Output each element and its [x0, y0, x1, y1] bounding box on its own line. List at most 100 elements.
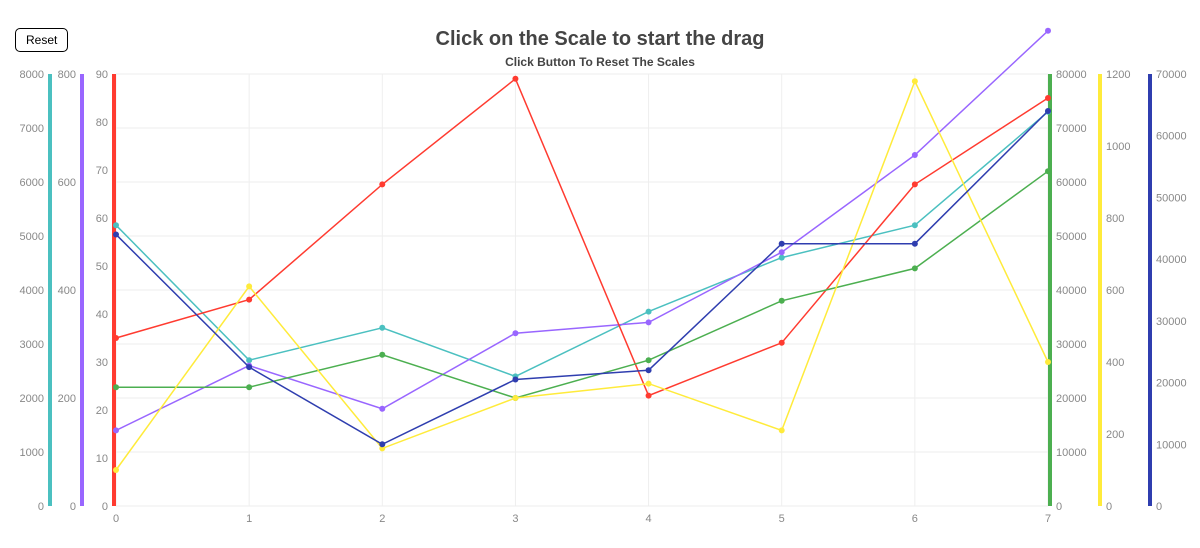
- svg-text:800: 800: [58, 69, 76, 81]
- point[interactable]: [912, 241, 918, 247]
- svg-text:40000: 40000: [1056, 285, 1087, 297]
- svg-text:30000: 30000: [1156, 316, 1187, 328]
- svg-text:4: 4: [646, 513, 652, 525]
- point[interactable]: [246, 384, 252, 390]
- svg-text:8000: 8000: [20, 69, 44, 81]
- svg-text:0: 0: [1056, 501, 1062, 513]
- point[interactable]: [912, 222, 918, 228]
- svg-text:90: 90: [96, 69, 108, 81]
- svg-text:5: 5: [779, 513, 785, 525]
- svg-text:30000: 30000: [1056, 339, 1087, 351]
- svg-text:0: 0: [1106, 501, 1112, 513]
- svg-text:20: 20: [96, 405, 108, 417]
- svg-text:0: 0: [1156, 501, 1162, 513]
- point[interactable]: [379, 325, 385, 331]
- svg-text:600: 600: [1106, 285, 1124, 297]
- svg-text:800: 800: [1106, 213, 1124, 225]
- point[interactable]: [113, 427, 119, 433]
- svg-text:40: 40: [96, 309, 108, 321]
- point[interactable]: [246, 364, 252, 370]
- svg-text:70000: 70000: [1156, 69, 1187, 81]
- point[interactable]: [646, 393, 652, 399]
- point[interactable]: [113, 467, 119, 473]
- svg-text:1200: 1200: [1106, 69, 1130, 81]
- point[interactable]: [512, 376, 518, 382]
- point[interactable]: [646, 381, 652, 387]
- point[interactable]: [379, 352, 385, 358]
- svg-text:1000: 1000: [1106, 141, 1130, 153]
- point[interactable]: [1045, 359, 1051, 365]
- series-yellow: [116, 81, 1048, 470]
- svg-text:0: 0: [102, 501, 108, 513]
- point[interactable]: [1045, 95, 1051, 101]
- svg-text:60000: 60000: [1156, 131, 1187, 143]
- svg-text:400: 400: [58, 285, 76, 297]
- svg-text:3000: 3000: [20, 339, 44, 351]
- point[interactable]: [646, 319, 652, 325]
- point[interactable]: [1045, 168, 1051, 174]
- point[interactable]: [646, 357, 652, 363]
- svg-text:10000: 10000: [1156, 439, 1187, 451]
- point[interactable]: [512, 330, 518, 336]
- svg-text:1: 1: [246, 513, 252, 525]
- point[interactable]: [912, 152, 918, 158]
- point[interactable]: [779, 298, 785, 304]
- svg-text:20000: 20000: [1156, 378, 1187, 390]
- point[interactable]: [779, 340, 785, 346]
- point[interactable]: [1045, 28, 1051, 34]
- svg-text:200: 200: [58, 393, 76, 405]
- svg-text:0: 0: [70, 501, 76, 513]
- point[interactable]: [113, 335, 119, 341]
- svg-text:3: 3: [512, 513, 518, 525]
- svg-text:6: 6: [912, 513, 918, 525]
- point[interactable]: [779, 427, 785, 433]
- svg-text:0: 0: [113, 513, 119, 525]
- chart-container: { "title": "Click on the Scale to start …: [0, 0, 1200, 548]
- svg-text:200: 200: [1106, 429, 1124, 441]
- svg-text:70000: 70000: [1056, 123, 1087, 135]
- svg-text:80: 80: [96, 117, 108, 129]
- series-navy: [116, 111, 1048, 444]
- point[interactable]: [646, 309, 652, 315]
- svg-text:60: 60: [96, 213, 108, 225]
- svg-text:20000: 20000: [1056, 393, 1087, 405]
- svg-text:4000: 4000: [20, 285, 44, 297]
- point[interactable]: [912, 78, 918, 84]
- point[interactable]: [646, 367, 652, 373]
- point[interactable]: [113, 384, 119, 390]
- svg-text:50000: 50000: [1156, 192, 1187, 204]
- svg-text:1000: 1000: [20, 447, 44, 459]
- point[interactable]: [246, 297, 252, 303]
- svg-text:50: 50: [96, 261, 108, 273]
- point[interactable]: [912, 181, 918, 187]
- svg-text:60000: 60000: [1056, 177, 1087, 189]
- point[interactable]: [379, 406, 385, 412]
- svg-text:5000: 5000: [20, 231, 44, 243]
- svg-text:0: 0: [38, 501, 44, 513]
- point[interactable]: [246, 283, 252, 289]
- point[interactable]: [1045, 108, 1051, 114]
- point[interactable]: [246, 357, 252, 363]
- svg-text:2000: 2000: [20, 393, 44, 405]
- point[interactable]: [379, 181, 385, 187]
- point[interactable]: [779, 241, 785, 247]
- svg-text:10000: 10000: [1056, 447, 1087, 459]
- svg-text:70: 70: [96, 165, 108, 177]
- svg-text:6000: 6000: [20, 177, 44, 189]
- series-red: [116, 79, 1048, 396]
- svg-text:10: 10: [96, 453, 108, 465]
- point[interactable]: [512, 395, 518, 401]
- point[interactable]: [779, 249, 785, 255]
- point[interactable]: [512, 76, 518, 82]
- svg-text:7000: 7000: [20, 123, 44, 135]
- point[interactable]: [113, 222, 119, 228]
- svg-text:30: 30: [96, 357, 108, 369]
- series-green: [116, 171, 1048, 398]
- point[interactable]: [779, 255, 785, 261]
- svg-text:50000: 50000: [1056, 231, 1087, 243]
- point[interactable]: [113, 231, 119, 237]
- point[interactable]: [379, 441, 385, 447]
- point[interactable]: [912, 265, 918, 271]
- svg-text:600: 600: [58, 177, 76, 189]
- svg-text:2: 2: [379, 513, 385, 525]
